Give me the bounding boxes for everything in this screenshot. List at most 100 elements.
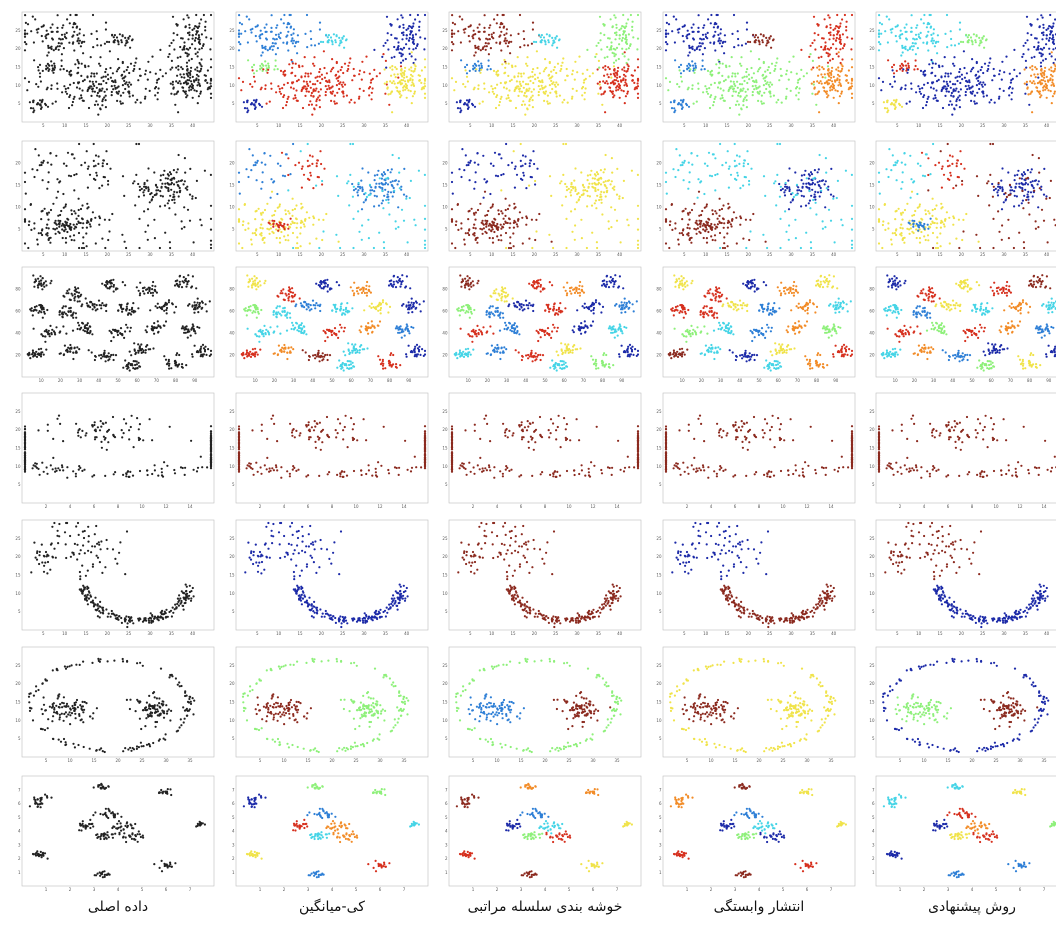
data-point: [669, 220, 672, 223]
data-point: [291, 42, 294, 45]
data-point: [260, 54, 263, 57]
data-point: [1032, 186, 1035, 190]
data-point: [40, 34, 43, 38]
data-point: [1007, 171, 1010, 174]
data-point: [405, 28, 408, 31]
data-point: [683, 159, 686, 162]
data-point: [498, 26, 501, 29]
data-point: [77, 42, 80, 45]
data-point: [742, 237, 745, 240]
data-point: [901, 44, 904, 48]
data-point: [47, 211, 51, 214]
data-point: [534, 183, 537, 186]
data-point: [341, 37, 344, 40]
data-point: [971, 85, 974, 88]
data-point: [618, 96, 621, 99]
data-point: [56, 14, 59, 17]
data-point: [624, 75, 627, 78]
data-point: [102, 75, 105, 78]
data-point: [482, 196, 485, 199]
data-point: [797, 79, 800, 82]
data-point: [261, 218, 264, 221]
data-point: [53, 62, 56, 65]
data-point: [387, 93, 390, 96]
data-point: [287, 157, 290, 160]
data-point: [60, 209, 63, 213]
data-point: [555, 71, 558, 75]
data-point: [1013, 174, 1017, 177]
data-point: [686, 64, 689, 67]
data-point: [396, 86, 399, 89]
data-point: [133, 67, 136, 71]
data-point: [542, 36, 546, 39]
data-point: [325, 79, 328, 83]
data-point: [283, 74, 286, 77]
data-point: [172, 169, 175, 172]
data-point: [390, 74, 393, 77]
data-point: [376, 173, 379, 176]
data-point: [319, 88, 322, 91]
data-point: [68, 41, 71, 44]
data-point: [488, 26, 491, 29]
data-point: [827, 208, 831, 211]
data-point: [679, 72, 683, 75]
data-point: [758, 40, 761, 44]
data-point: [32, 111, 35, 114]
data-point: [734, 75, 737, 78]
data-point: [819, 186, 822, 190]
data-point: [597, 181, 601, 185]
data-point: [412, 84, 416, 87]
data-point: [267, 66, 270, 69]
data-point: [950, 44, 953, 47]
data-point: [1045, 34, 1048, 37]
data-point: [47, 33, 50, 36]
data-point: [36, 31, 39, 34]
data-point: [512, 150, 515, 153]
data-point: [618, 43, 621, 46]
data-point: [591, 182, 594, 185]
data-point: [820, 82, 823, 85]
data-point: [721, 164, 724, 167]
data-point: [319, 150, 322, 153]
data-point: [664, 242, 668, 245]
data-point: [143, 210, 146, 213]
data-point: [87, 65, 90, 68]
data-point: [997, 189, 1000, 192]
data-point: [520, 90, 524, 93]
data-point: [333, 94, 336, 97]
data-point: [505, 87, 508, 90]
data-point: [824, 41, 827, 44]
data-point: [474, 51, 477, 54]
data-point: [205, 36, 208, 39]
data-point: [679, 75, 683, 78]
data-point: [46, 232, 49, 235]
data-point: [281, 106, 285, 110]
data-point: [191, 28, 194, 31]
data-point: [478, 69, 481, 72]
data-point: [405, 195, 408, 198]
data-point: [80, 41, 83, 45]
data-point: [550, 240, 553, 243]
data-point: [1029, 80, 1032, 83]
data-point: [161, 75, 164, 78]
data-point: [731, 32, 734, 36]
data-point: [833, 79, 837, 82]
y-tick-label: 25: [229, 28, 235, 33]
data-point: [383, 194, 386, 197]
data-point: [490, 85, 493, 88]
data-point: [77, 208, 80, 212]
data-point: [827, 14, 830, 17]
data-point: [706, 221, 709, 224]
data-point: [820, 179, 824, 182]
data-point: [65, 221, 68, 224]
data-point: [955, 165, 958, 168]
data-point: [94, 242, 97, 245]
data-point: [127, 90, 130, 93]
data-point: [800, 190, 803, 193]
data-point: [39, 232, 43, 235]
data-point: [792, 195, 796, 199]
data-point: [99, 56, 102, 59]
data-point: [566, 74, 569, 77]
data-point: [816, 191, 820, 194]
data-point: [465, 75, 469, 78]
